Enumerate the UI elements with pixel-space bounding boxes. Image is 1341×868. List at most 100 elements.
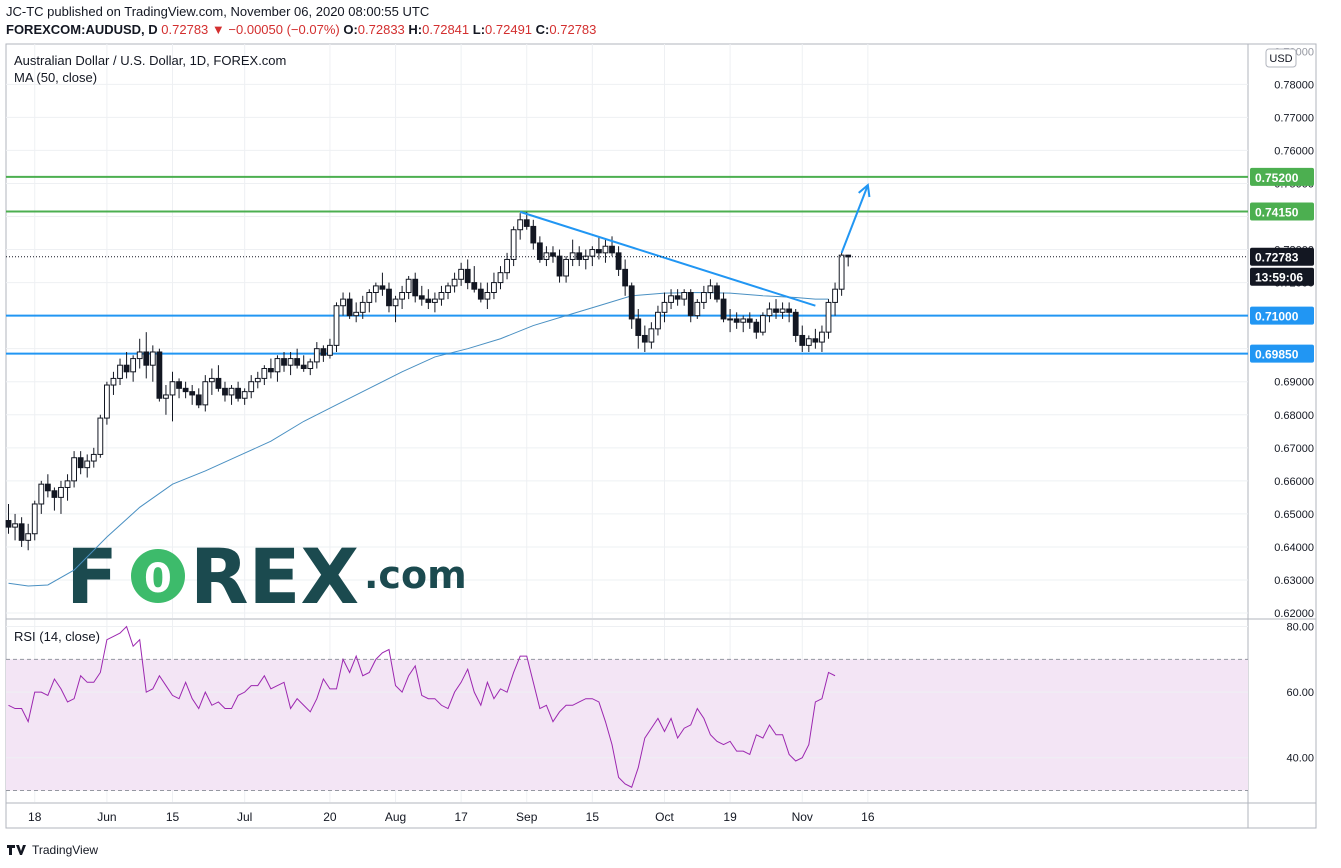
candle-body (313, 348, 320, 363)
candle-body (386, 288, 392, 307)
candle-body (819, 331, 825, 343)
chart-title: Australian Dollar / U.S. Dollar, 1D, FOR… (14, 53, 286, 68)
candle-body (471, 282, 478, 290)
y-tick-label: 0.63000 (1274, 575, 1314, 587)
candle-body (77, 457, 84, 469)
candle-body (104, 384, 110, 419)
level-tag-label: 0.74150 (1255, 206, 1299, 220)
candle-body (90, 453, 97, 462)
x-tick-label: 19 (723, 810, 737, 824)
candle-body (51, 490, 58, 498)
candle-body (536, 242, 543, 260)
candle-body (766, 308, 773, 317)
candle-body (641, 334, 648, 343)
countdown-tag (1250, 267, 1314, 286)
candle-body (25, 533, 32, 541)
rsi-y-tick-label: 60.00 (1286, 687, 1314, 699)
publish-info: JC-TC published on TradingView.com, Nove… (6, 4, 430, 19)
close-value: 0.72783 (549, 22, 597, 37)
y-tick-label: 0.76000 (1274, 145, 1314, 157)
candle-body (563, 258, 570, 277)
chart-canvas[interactable]: 18 Jun 15 Jul 20 Aug 17 Sep 15 Oct 19 Nov 16 0.78000 0… (0, 0, 1341, 840)
candle-body (445, 285, 451, 294)
candle-body (805, 338, 812, 346)
candle-body (786, 308, 793, 313)
candle-body (517, 219, 524, 231)
candle-body (399, 292, 406, 300)
svg-text:0: 0 (144, 556, 172, 602)
tradingview-brand: TradingView (32, 843, 99, 857)
level-tag-label: 0.75200 (1255, 171, 1299, 185)
candle-body (576, 252, 583, 260)
ma-indicator-label: MA (50, close) (14, 70, 97, 85)
change-value: ▼ −0.00050 (−0.07%) (211, 22, 340, 37)
high-value: 0.72841 (422, 22, 470, 37)
rsi-band (6, 659, 1248, 791)
projection-arrow-head (858, 183, 871, 198)
candle-body (694, 301, 701, 317)
candle-body (169, 381, 176, 396)
x-tick-label: Jul (237, 810, 252, 824)
candle-body (733, 318, 740, 323)
candle-body (241, 391, 248, 399)
level-tag (1250, 202, 1314, 221)
level-tag (1250, 167, 1314, 186)
candle-body (307, 361, 314, 370)
candle-body (655, 311, 661, 330)
y-tick-label: 0.64000 (1274, 542, 1314, 554)
candle-body (320, 348, 327, 356)
y-tick-label: 0.68000 (1274, 410, 1314, 422)
candle-body (543, 252, 550, 260)
candle-body (635, 318, 642, 336)
candle-body (792, 311, 799, 336)
last-price-value: 0.72783 (161, 22, 209, 37)
svg-text:F: F (66, 532, 118, 621)
candle-body (31, 503, 38, 535)
level-tag-label: 0.71000 (1255, 310, 1299, 324)
footer: TradingView (6, 843, 98, 857)
candle-body (812, 338, 819, 343)
candle-body (110, 377, 117, 386)
candle-body (176, 381, 182, 389)
candle-body (353, 311, 360, 317)
candle-body (294, 358, 301, 366)
candle-body (451, 278, 458, 287)
candle-body (530, 225, 537, 244)
level-tag-label: 0.69850 (1255, 348, 1299, 362)
ohlc-header: FOREXCOM:AUDUSD, D 0.72783 ▼ −0.00050 (−… (6, 22, 596, 37)
x-tick-label: Jun (97, 810, 116, 824)
candle-body (248, 381, 255, 393)
y-tick-label: 0.77000 (1274, 112, 1314, 124)
candle-body (510, 229, 517, 260)
candle-body (412, 278, 419, 297)
candle-body (740, 318, 747, 323)
y-tick-label: 0.69000 (1274, 377, 1314, 389)
candle-body (753, 321, 760, 333)
x-tick-label: 15 (166, 810, 180, 824)
candle-body (300, 364, 307, 370)
candle-body (5, 520, 12, 528)
chart-frame (5, 43, 1317, 829)
candle-body (720, 298, 727, 320)
candle-body (700, 292, 707, 303)
candle-body (432, 298, 438, 303)
x-tick-label: 17 (454, 810, 468, 824)
candle-body (477, 288, 484, 300)
candle-body (136, 351, 143, 360)
candle-body (438, 292, 445, 300)
candle-body (687, 292, 694, 317)
x-tick-label: 16 (861, 810, 875, 824)
open-label: O: (343, 22, 358, 37)
symbol-label: FOREXCOM:AUDUSD, D (6, 22, 158, 37)
candle-body (215, 377, 222, 389)
rsi-line (8, 625, 836, 788)
y-tick-label: 0.62000 (1274, 608, 1314, 620)
currency-badge (1265, 48, 1297, 68)
candle-body (130, 358, 137, 373)
x-tick-label: Sep (516, 810, 538, 824)
candle-body (714, 285, 720, 300)
candle-body (838, 254, 845, 290)
candle-body (182, 387, 189, 393)
rsi-y-tick-label: 40.00 (1286, 753, 1314, 765)
candle-body (163, 394, 169, 399)
